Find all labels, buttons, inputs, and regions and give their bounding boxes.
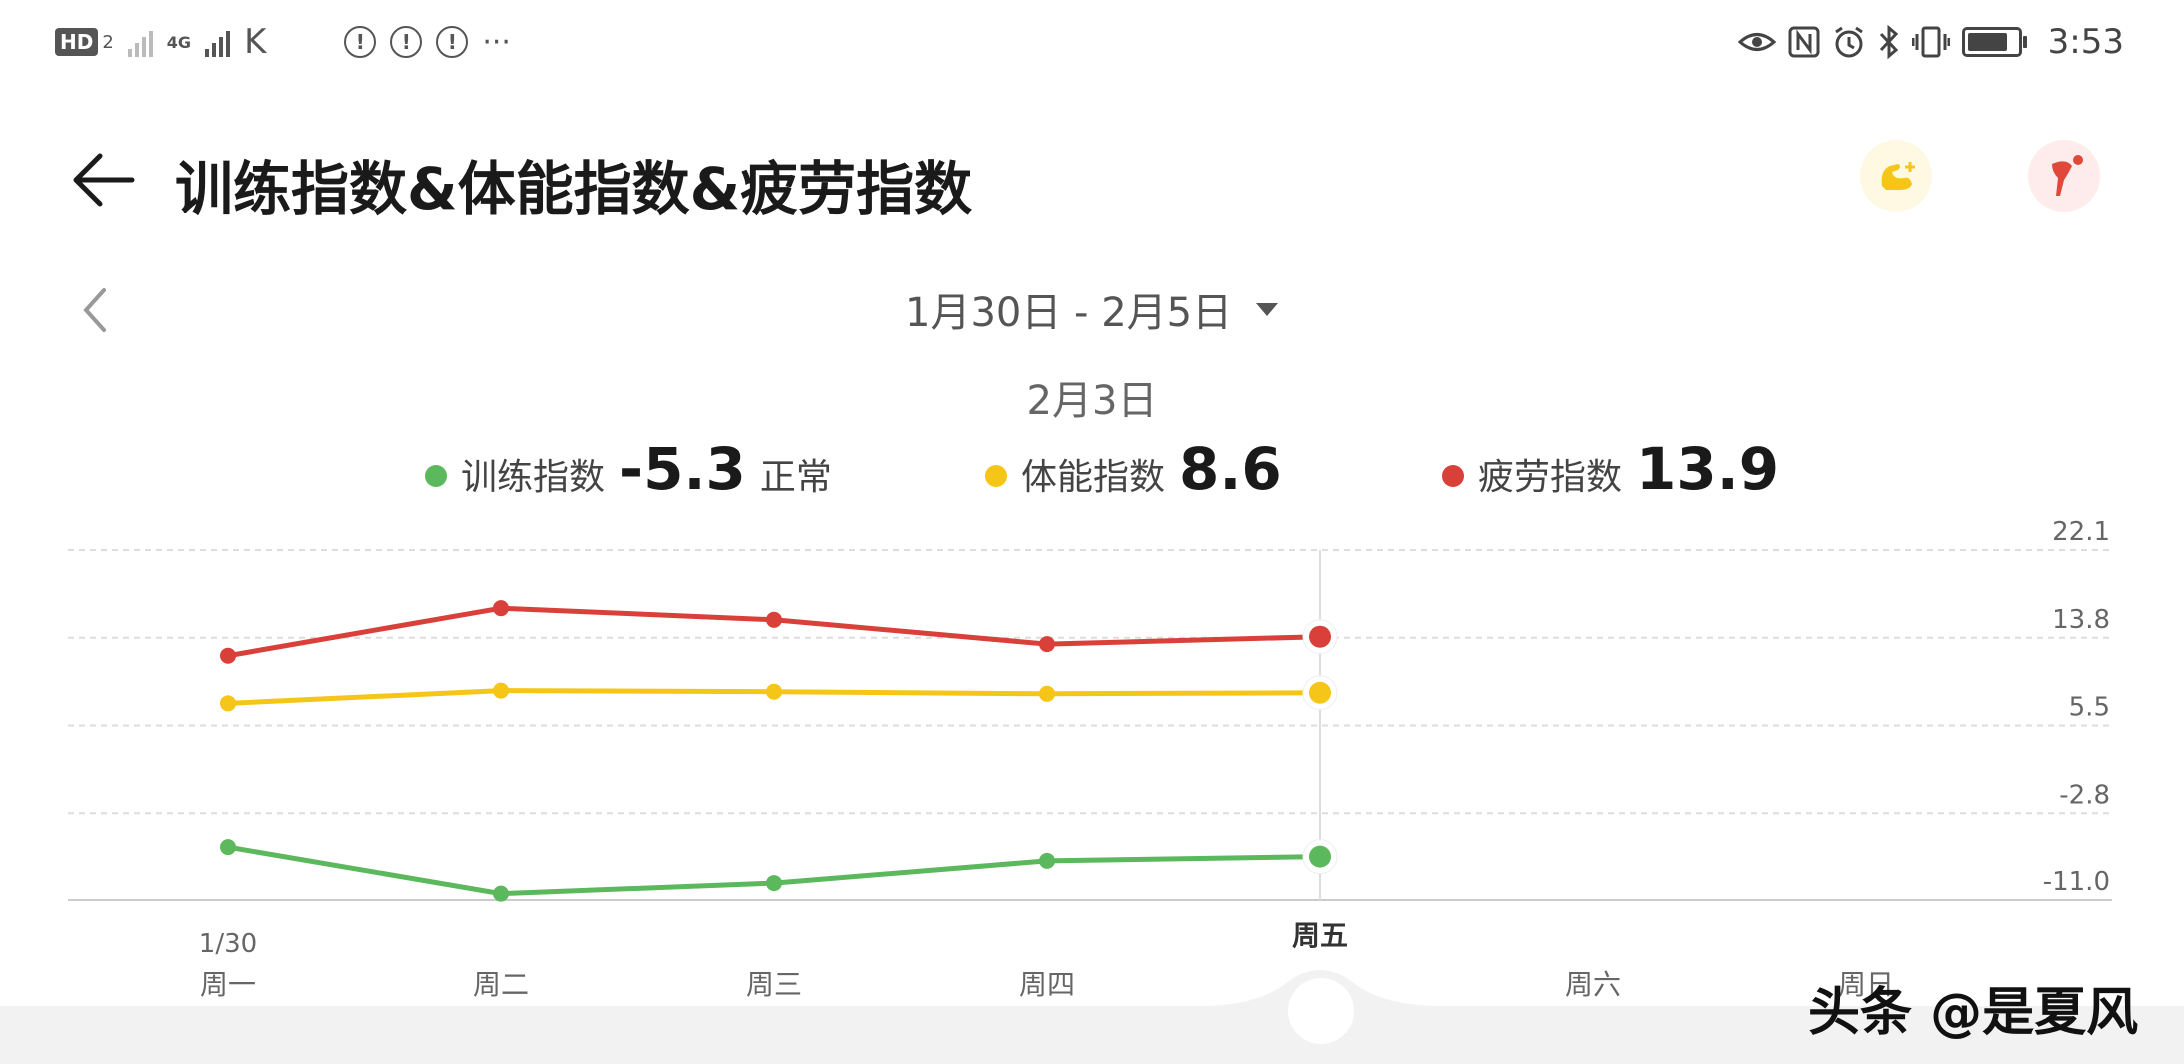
legend-label: 疲劳指数 (1478, 457, 1623, 498)
date-range-selector[interactable]: 1月30日 - 2月5日 (905, 280, 1279, 338)
hd-voice-icon: HD (55, 28, 99, 56)
bottom-bar (0, 1006, 2184, 1064)
legend-training: 训练指数 -5.3 正常 (425, 435, 832, 515)
status-right: 3:53 (1737, 22, 2124, 62)
sim-slot-label: 2 (102, 31, 114, 53)
data-point (766, 611, 782, 628)
page-title: 训练指数&体能指数&疲劳指数 (175, 155, 973, 223)
legend-label: 训练指数 (461, 457, 606, 498)
k-app-icon: K (244, 22, 267, 62)
legend-dot-fatigue (1442, 465, 1464, 487)
data-point (220, 647, 236, 664)
dropdown-caret-icon (1256, 302, 1279, 316)
vibrate-icon (1911, 26, 1950, 58)
data-point (1039, 685, 1055, 702)
eye-icon (1737, 33, 1776, 51)
network-type-label: 4G (166, 32, 192, 52)
more-notifications-icon: ··· (482, 24, 511, 60)
running-leg-icon (2052, 155, 2083, 196)
legend-fitness: 体能指数 8.6 (985, 435, 1282, 515)
arm-muscle-button[interactable] (1860, 140, 1932, 212)
y-tick-label: 13.8 (2052, 605, 2110, 635)
x-tick-label: 周三 (746, 968, 802, 1001)
legend-dot-fitness (985, 465, 1007, 487)
warning-icon: ! (344, 26, 377, 58)
back-arrow-icon[interactable] (70, 150, 140, 210)
data-point (493, 682, 509, 699)
arm-muscle-icon (1881, 162, 1915, 190)
y-tick-label: 22.1 (2052, 517, 2110, 547)
x-tick-label: 周一 (200, 968, 256, 1001)
data-point (220, 695, 236, 712)
previous-week-icon[interactable] (70, 280, 120, 340)
date-navigation: 1月30日 - 2月5日 (0, 280, 2184, 340)
legend-value: -5.3 (619, 435, 746, 503)
status-bar: HD 2 4G K ! ! ! ··· 3:53 (0, 0, 2184, 90)
data-point (220, 839, 236, 856)
selected-date: 2月3日 (1026, 378, 1158, 424)
app-header: 训练指数&体能指数&疲劳指数 (0, 130, 2184, 230)
x-date-label: 1/30 (199, 929, 257, 959)
date-range-label: 1月30日 - 2月5日 (905, 290, 1233, 336)
data-point (766, 683, 782, 700)
y-tick-label: 5.5 (2069, 693, 2110, 723)
data-point (493, 600, 509, 617)
legend-status: 正常 (759, 457, 832, 498)
warning-icon: ! (436, 26, 469, 58)
data-point (1039, 852, 1055, 869)
legend-value: 13.9 (1636, 435, 1780, 503)
signal-weak-icon (127, 27, 153, 57)
x-tick-label: 周五 (1292, 919, 1348, 952)
y-tick-label: -11.0 (2043, 867, 2110, 897)
x-tick-label: 周二 (473, 968, 529, 1001)
data-point (1039, 636, 1055, 653)
running-leg-button[interactable] (2028, 140, 2100, 212)
alarm-icon (1834, 26, 1863, 58)
legend-fatigue: 疲劳指数 13.9 (1442, 435, 1779, 515)
warning-icon: ! (390, 26, 423, 58)
nfc-icon (1788, 26, 1820, 58)
scroll-handle[interactable] (1288, 978, 1354, 1044)
clock-time: 3:53 (2047, 22, 2124, 62)
data-point (766, 875, 782, 892)
y-tick-label: -2.8 (2059, 780, 2110, 810)
data-point (1309, 681, 1331, 704)
battery-icon (1961, 27, 2027, 57)
x-tick-label: 周日 (1838, 968, 1894, 1001)
legend-value: 8.6 (1179, 435, 1282, 503)
bluetooth-icon (1879, 25, 1898, 59)
status-left: HD 2 4G K ! ! ! ··· (55, 22, 511, 62)
data-point (1309, 845, 1331, 868)
legend-label: 体能指数 (1021, 457, 1166, 498)
x-tick-label: 周四 (1019, 968, 1075, 1001)
signal-strong-icon (205, 27, 231, 57)
watermark: 头条 @是夏风 (1808, 983, 2139, 1043)
x-tick-label: 周六 (1565, 968, 1621, 1001)
data-point (1309, 625, 1331, 648)
data-point (493, 885, 509, 902)
legend-dot-training (425, 465, 447, 487)
